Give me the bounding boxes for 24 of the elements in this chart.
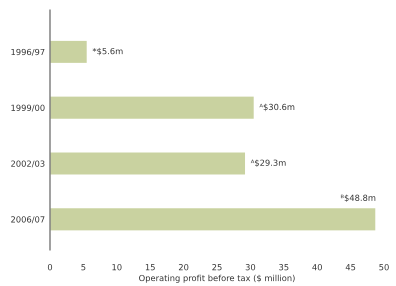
x-axis-title: Operating profit before tax ($ million) (139, 274, 295, 283)
y-tick-label: 1996/97 (11, 48, 44, 56)
x-tick-label: 10 (112, 264, 122, 270)
text: ᴬ$29.3m (250, 159, 286, 168)
text: ᴮ$48.8m (340, 194, 376, 202)
bar (50, 95, 256, 120)
x-tick-label: 5 (81, 264, 86, 270)
bar (50, 206, 377, 232)
bar (50, 39, 88, 64)
x-tick-label: 45 (346, 264, 356, 270)
x-tick-label: 0 (48, 264, 52, 270)
x-tick-label: 25 (212, 264, 222, 270)
x-tick-label: 50 (379, 264, 389, 270)
text: ᴬ$30.6m (259, 104, 294, 112)
text: *$5.6m (92, 48, 123, 56)
x-tick-label: 20 (178, 264, 188, 270)
x-tick-label: 15 (146, 264, 155, 270)
y-tick-label: 2002/03 (11, 160, 44, 168)
y-tick-label: 1999/00 (11, 104, 45, 112)
bar (50, 151, 246, 176)
x-tick-label: 30 (246, 264, 256, 270)
y-tick-label: 2006/07 (11, 216, 44, 224)
x-tick-label: 40 (312, 264, 322, 270)
x-tick-label: 35 (279, 264, 288, 270)
